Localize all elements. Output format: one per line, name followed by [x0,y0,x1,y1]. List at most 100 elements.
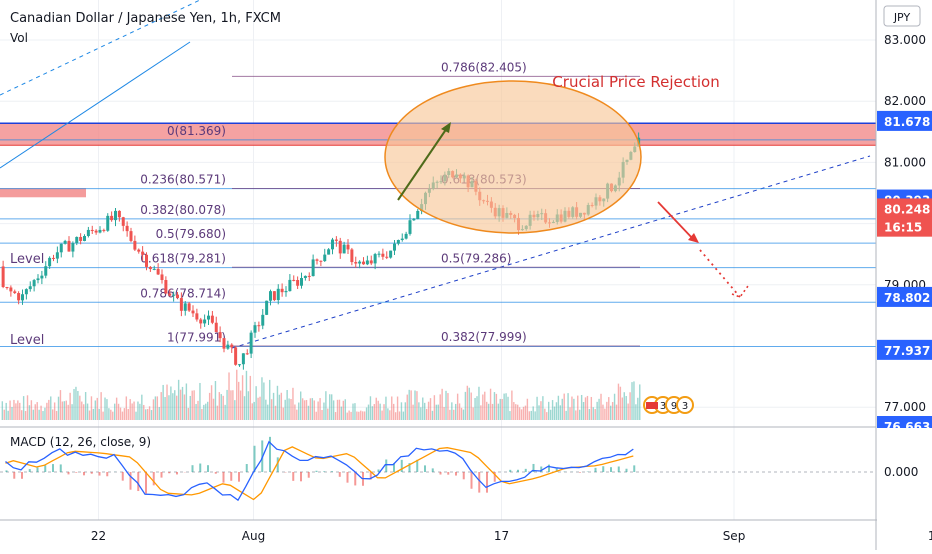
candle-body [246,353,249,354]
volume-bar [610,406,611,420]
volume-bar [62,402,63,420]
candle-body [300,278,303,286]
volume-bar [319,398,320,420]
candle-body [71,243,74,251]
volume-bar [9,401,10,420]
volume-bar [290,399,291,420]
volume-bar [308,406,309,420]
candle-body [277,289,280,300]
volume-bar [188,408,189,420]
candle-body [254,325,257,332]
volume-bar [515,404,516,420]
macd-label: MACD (12, 26, close, 9) [10,435,151,449]
fib-level-label: 0.236(80.571) [140,173,226,187]
macd-histogram-bar [354,472,356,485]
rejection-ellipse [385,81,641,233]
price-tick-label: 77.000 [884,400,926,414]
volume-bar [250,376,251,420]
volume-bar [323,403,324,420]
volume-bar [83,404,84,420]
volume-bar [614,394,615,420]
macd-histogram-bar [83,472,85,475]
volume-bar [438,405,439,420]
candle-body [33,280,36,286]
volume-bar [492,404,493,420]
macd-histogram-bar [486,472,488,493]
macd-histogram-bar [517,470,519,472]
macd-histogram-bar [21,472,23,479]
candle-body [358,262,361,264]
candle-body [288,280,291,291]
axis-cover [877,428,932,436]
price-tick-label: 81.000 [884,155,926,169]
volume-bar [265,400,266,420]
volume-bar [64,401,65,420]
volume-bar [27,395,28,420]
volume-bar [403,412,404,420]
volume-bar [209,393,210,420]
volume-bar [354,403,355,420]
candle-body [331,240,334,250]
volume-bar [622,398,623,420]
volume-bar [457,394,458,420]
candle-body [188,303,191,310]
candle-body [250,333,253,354]
macd-histogram-bar [230,472,232,481]
price-tick-label: 83.000 [884,33,926,47]
volume-bar [116,398,117,420]
volume-bar [73,389,74,420]
volume-bar [505,393,506,420]
volume-bar [201,409,202,420]
volume-bar [445,391,446,420]
volume-bar [548,402,549,420]
volume-bar [91,396,92,420]
event-marker-label: 3 [682,401,688,412]
macd-histogram-bar [192,465,194,472]
macd-histogram-bar [424,465,426,472]
macd-histogram-bar [246,464,248,472]
volume-bar [571,397,572,420]
macd-histogram-bar [75,472,77,473]
volume-bar [364,411,365,420]
volume-bar [529,411,530,420]
candle-body [362,262,365,265]
macd-histogram-bar [161,472,163,478]
volume-bar [577,396,578,420]
volume-bar [507,397,508,420]
macd-histogram-bar [455,472,457,476]
volume-bar [521,409,522,420]
volume-bar [602,405,603,420]
volume-bar [89,411,90,420]
candle-body [281,289,284,292]
volume-bar [523,407,524,420]
candle-body [230,345,233,348]
volume-bar [467,386,468,420]
macd-histogram-bar [122,472,124,481]
volume-bar [254,402,255,420]
price-label-text: 80.248 [884,202,930,216]
volume-bar [205,404,206,420]
volume-bar [486,402,487,420]
candle-body [180,298,183,311]
candle-body [215,323,218,332]
volume-bar [232,390,233,420]
volume-bar [207,402,208,420]
candle-body [374,254,377,263]
macd-histogram-bar [130,472,132,490]
volume-bar [292,388,293,420]
candle-body [29,286,32,289]
volume-bar [153,399,154,420]
volume-bar [453,410,454,420]
event-markers[interactable]: 3393 [644,397,693,413]
macd-histogram-bar [60,464,62,472]
macd-histogram-bar [29,469,31,472]
volume-bar [4,410,5,420]
volume-bar [6,403,7,420]
time-tick-label: 17 [494,529,509,543]
volume-bar [387,408,388,420]
volume-bar [118,404,119,420]
macd-tick: 0.000 [884,465,918,479]
volume-bar [478,387,479,420]
